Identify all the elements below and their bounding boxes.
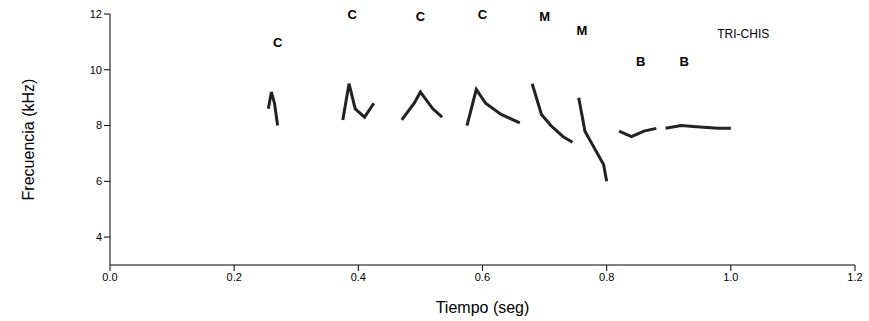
svg-text:TRI-CHIS: TRI-CHIS — [717, 27, 769, 41]
svg-text:0.8: 0.8 — [599, 271, 614, 283]
svg-text:B: B — [636, 54, 645, 69]
svg-text:Frecuencia (kHz): Frecuencia (kHz) — [20, 79, 37, 201]
svg-text:B: B — [680, 54, 689, 69]
svg-text:4: 4 — [96, 231, 102, 243]
svg-text:10: 10 — [90, 64, 102, 76]
svg-text:1.2: 1.2 — [847, 271, 862, 283]
svg-text:C: C — [347, 7, 357, 22]
svg-text:1.0: 1.0 — [723, 271, 738, 283]
svg-text:6: 6 — [96, 175, 102, 187]
svg-text:Tiempo (seg): Tiempo (seg) — [436, 299, 530, 316]
svg-text:C: C — [273, 35, 283, 50]
svg-text:C: C — [478, 7, 488, 22]
svg-text:0.0: 0.0 — [102, 271, 117, 283]
svg-text:0.6: 0.6 — [475, 271, 490, 283]
svg-text:8: 8 — [96, 119, 102, 131]
svg-text:0.2: 0.2 — [227, 271, 242, 283]
svg-text:M: M — [576, 23, 587, 38]
svg-text:M: M — [539, 9, 550, 24]
svg-text:C: C — [416, 9, 426, 24]
svg-text:12: 12 — [90, 8, 102, 20]
svg-text:0.4: 0.4 — [351, 271, 366, 283]
